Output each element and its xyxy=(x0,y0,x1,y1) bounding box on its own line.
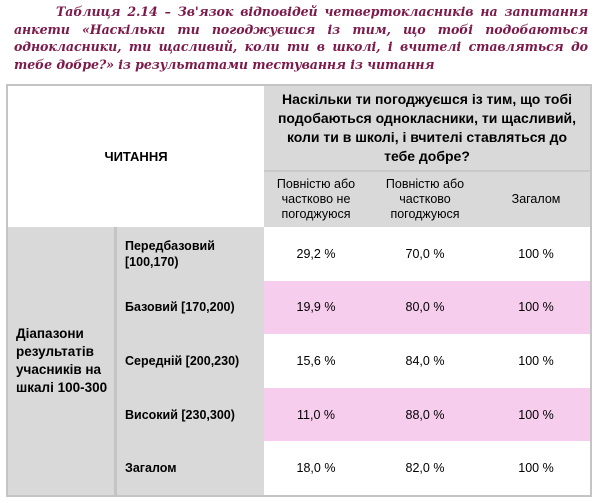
table-cell: 19,9 % xyxy=(264,280,368,335)
column-header-agree: Повністю або частково погоджуюся xyxy=(368,172,482,227)
row-label-high: Високий [230,300) xyxy=(117,387,264,442)
table-cell: 29,2 % xyxy=(264,227,368,281)
table-cell: 15,6 % xyxy=(264,334,368,388)
table-cell: 18,0 % xyxy=(264,441,368,495)
corner-header: ЧИТАННЯ xyxy=(8,86,264,227)
table-cell: 80,0 % xyxy=(368,280,482,335)
row-group-label: Діапазони результатів учасників на шкалі… xyxy=(8,227,117,495)
table-cell: 100 % xyxy=(482,334,590,388)
row-label-total: Загалом xyxy=(117,441,264,495)
table-cell: 84,0 % xyxy=(368,334,482,388)
row-label-medium: Середній [200,230) xyxy=(117,334,264,388)
table-cell: 100 % xyxy=(482,441,590,495)
table-cell: 100 % xyxy=(482,227,590,281)
column-header-total: Загалом xyxy=(482,172,590,227)
table-cell: 88,0 % xyxy=(368,387,482,442)
row-label-basic: Базовий [170,200) xyxy=(117,280,264,335)
table-cell: 82,0 % xyxy=(368,441,482,495)
results-table: ЧИТАННЯ Наскільки ти погоджуєшся із тим,… xyxy=(6,84,592,497)
table-cell: 70,0 % xyxy=(368,227,482,281)
table-cell: 100 % xyxy=(482,280,590,335)
question-header: Наскільки ти погоджуєшся із тим, що тобі… xyxy=(264,86,590,172)
row-label-prebasic: Передбазовий [100,170) xyxy=(117,227,264,281)
table-cell: 11,0 % xyxy=(264,387,368,442)
table-cell: 100 % xyxy=(482,387,590,442)
table-caption: Таблиця 2.14 – Зв'язок відповідей четвер… xyxy=(14,4,588,72)
column-header-disagree: Повністю або частково не погоджуюся xyxy=(264,172,368,227)
